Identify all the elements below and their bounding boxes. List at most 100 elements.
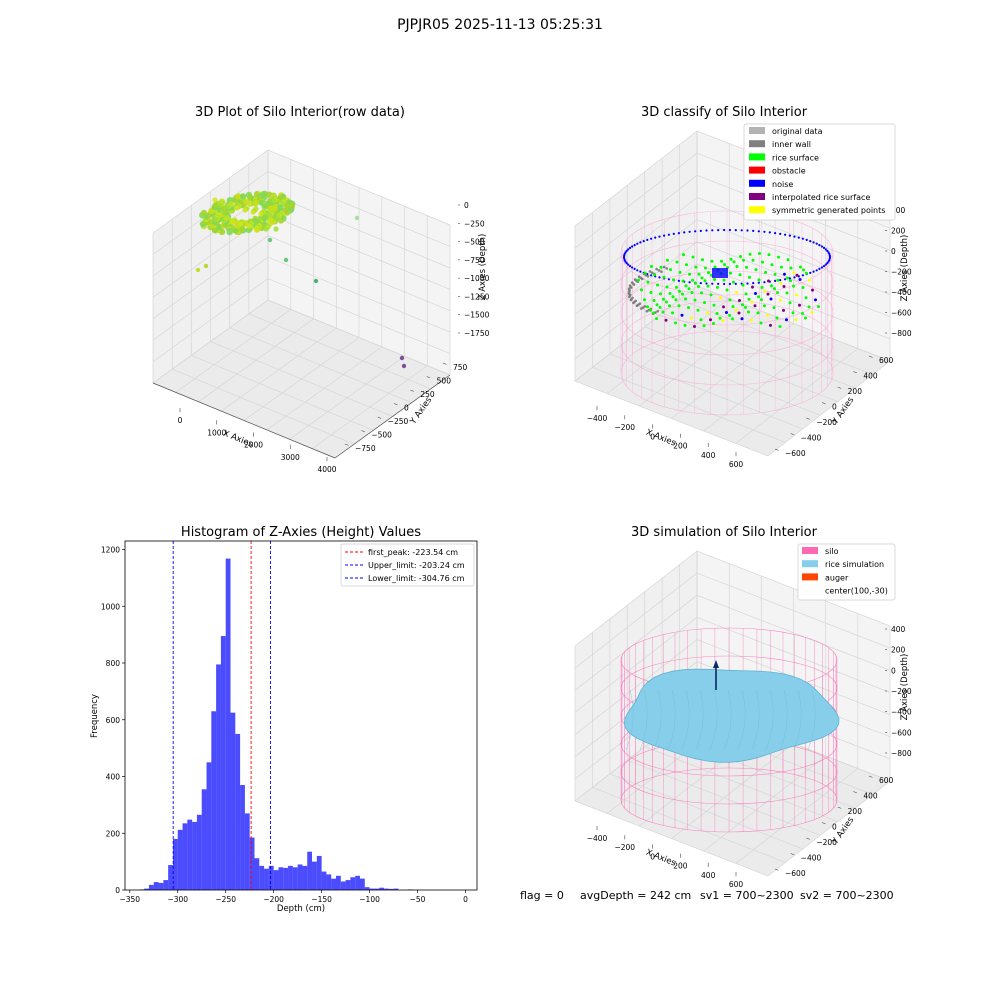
surface-point xyxy=(757,295,760,299)
histogram-bar xyxy=(182,823,188,890)
surface-point xyxy=(668,304,671,308)
histogram-bar xyxy=(345,880,351,890)
surface-point xyxy=(718,316,722,320)
grid-line xyxy=(574,219,891,315)
surface-point xyxy=(748,252,752,256)
surface-point xyxy=(756,311,760,315)
surface-point xyxy=(678,270,682,274)
noise-point xyxy=(627,248,630,251)
side-pane xyxy=(575,131,697,381)
legend-label: inner wall xyxy=(772,140,811,149)
inner-wall-point xyxy=(650,271,654,275)
surface-point xyxy=(767,279,770,283)
noise-point xyxy=(633,267,636,270)
histogram-bar xyxy=(172,838,178,890)
x-axis-label: X Axies xyxy=(221,429,254,450)
inner-wall-point xyxy=(655,267,658,271)
noise-point xyxy=(636,269,639,272)
y-tick-label: 0 xyxy=(832,403,837,412)
surface-point xyxy=(760,285,764,289)
histogram-bar xyxy=(331,878,337,890)
surface-point xyxy=(804,316,807,320)
avg-depth-text: avgDepth = 242 cm xyxy=(580,889,692,902)
noise-point xyxy=(711,229,714,232)
histogram-bar xyxy=(374,888,380,890)
noise-point xyxy=(625,249,628,252)
noise-point xyxy=(636,242,639,245)
legend-histogram: first_peak: -223.54 cm Upper_limit: -203.… xyxy=(340,543,475,587)
tick-mark xyxy=(774,868,779,871)
y-tick-label: −200 xyxy=(816,418,837,427)
surface-point xyxy=(791,311,795,315)
noise-point xyxy=(812,241,815,244)
surface-point xyxy=(680,313,684,317)
grid-line xyxy=(574,197,891,293)
legend-label: interpolated rice surface xyxy=(772,193,870,202)
z-axis-label: Z Axies (Depth) xyxy=(900,235,910,302)
raw-point xyxy=(263,226,269,232)
auger-cluster xyxy=(712,268,728,278)
noise-point xyxy=(631,266,634,269)
noise-point xyxy=(826,262,829,265)
surface-point xyxy=(751,285,754,289)
surface-point xyxy=(766,292,770,296)
surface-point xyxy=(782,308,785,312)
raw-point xyxy=(275,214,281,220)
surface-point xyxy=(757,278,761,282)
surface-point xyxy=(674,298,678,302)
sv2-text: sv2 = 700~2300 xyxy=(800,889,894,902)
noise-point xyxy=(694,230,697,233)
surface-point xyxy=(666,258,669,262)
tick-mark xyxy=(837,386,842,389)
surface-point xyxy=(789,279,792,283)
surface-point xyxy=(688,272,691,276)
noise-point xyxy=(797,236,800,239)
surface-mesh-line xyxy=(695,689,704,751)
surface-point xyxy=(691,278,694,282)
surface-point xyxy=(704,266,707,270)
histogram-bar xyxy=(163,880,169,890)
x-tick-label: 0 xyxy=(650,852,655,861)
noise-point xyxy=(752,229,755,232)
histogram-bar xyxy=(383,888,389,890)
surface-point xyxy=(687,287,691,291)
x-tick-label: 3000 xyxy=(281,453,300,462)
z-tick-label: 0 xyxy=(464,201,469,210)
grid-line xyxy=(574,285,891,382)
surface-point xyxy=(773,272,777,276)
histogram-bar xyxy=(259,865,265,890)
histogram-bar xyxy=(264,868,269,890)
surface-point xyxy=(779,281,783,285)
x-tick-label: −400 xyxy=(587,414,608,423)
surface-point xyxy=(646,280,650,284)
y-tick-label: 400 xyxy=(863,372,878,381)
surface-point xyxy=(798,303,801,307)
histogram-bar xyxy=(268,865,274,890)
histogram-bar xyxy=(336,875,341,890)
histogram-bar xyxy=(254,858,260,890)
noise-point xyxy=(784,233,787,236)
raw-point xyxy=(271,198,277,204)
z-tick-label: −750 xyxy=(464,256,485,265)
x-tick-label: 600 xyxy=(729,880,744,889)
x-tick-label: −100 xyxy=(359,895,380,904)
surface-point xyxy=(722,305,725,309)
histogram-bar xyxy=(369,888,375,890)
z-tick-label: −1750 xyxy=(464,329,490,338)
surface-point xyxy=(706,284,710,288)
surface-point xyxy=(734,308,738,312)
histogram-bar xyxy=(340,881,346,890)
z-tick-label: −1250 xyxy=(464,292,490,301)
surface-mesh-line xyxy=(751,689,760,751)
surface-point xyxy=(729,257,733,261)
z-tick-label: −800 xyxy=(891,749,912,758)
histogram-bar xyxy=(240,785,245,890)
noise-point xyxy=(779,279,782,282)
outlier-point xyxy=(399,355,405,361)
raw-point xyxy=(252,200,259,207)
noise-point xyxy=(658,276,661,279)
x-tick-label: −400 xyxy=(587,834,608,843)
surface-point xyxy=(741,303,744,307)
outlier-point xyxy=(401,363,407,369)
x-tick-label: 400 xyxy=(701,451,716,460)
